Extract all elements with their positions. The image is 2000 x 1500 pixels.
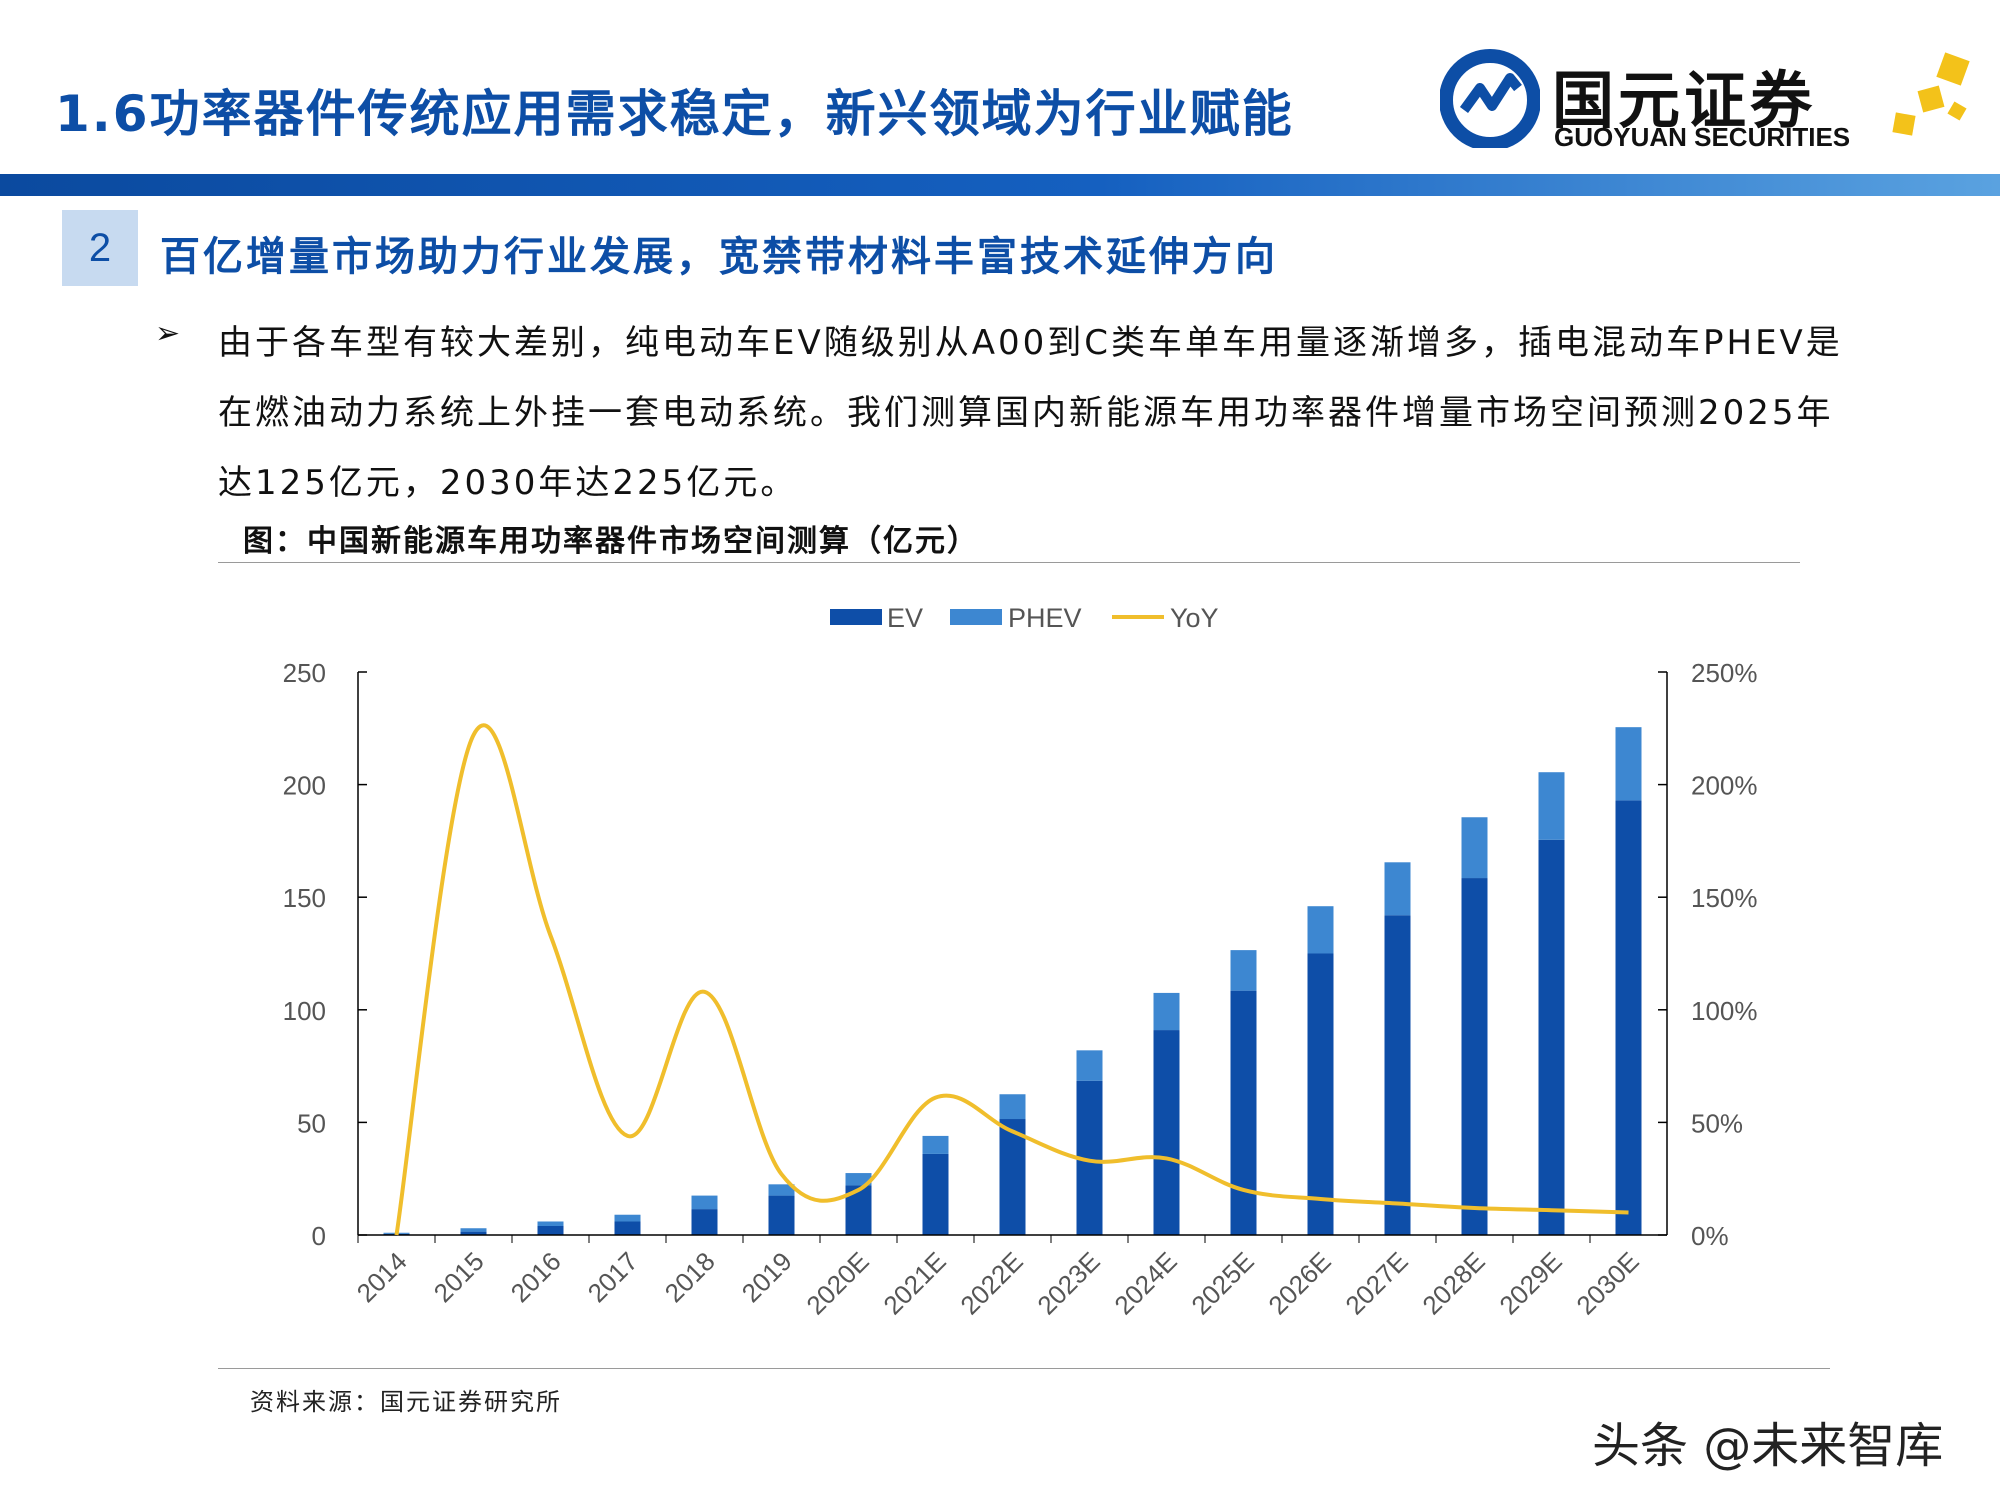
bar-ev-2030E	[1615, 800, 1642, 1235]
source-note: 资料来源：国元证券研究所	[250, 1388, 562, 1416]
y-right-tick-label: 200%	[1691, 771, 1758, 801]
bar-phev-2020E	[845, 1173, 872, 1186]
bar-ev-2019	[768, 1195, 795, 1235]
bar-ev-2021E	[922, 1153, 949, 1235]
section-title: 百亿增量市场助力行业发展，宽禁带材料丰富技术延伸方向	[160, 234, 1278, 280]
bar-ev-2026E	[1307, 953, 1334, 1235]
bar-ev-2028E	[1461, 878, 1488, 1235]
yoy-line-group	[394, 723, 1629, 1236]
watermark: 头条 @未来智库	[1592, 1418, 1944, 1474]
slide-title: 1.6功率器件传统应用需求稳定，新兴领域为行业赋能	[55, 85, 1294, 143]
bar-phev-2018	[691, 1195, 718, 1210]
x-tick-label: 2025E	[1185, 1246, 1259, 1320]
bar-phev-2023E	[1076, 1050, 1103, 1081]
y-left-tick-label: 100	[283, 996, 326, 1026]
guoyuan-logo-icon	[1440, 49, 1540, 148]
figure-caption: 图：中国新能源车用功率器件市场空间测算（亿元）	[243, 524, 979, 559]
bar-phev-2015	[460, 1228, 487, 1232]
x-tick-label: 2018	[659, 1246, 721, 1308]
bar-ev-2025E	[1230, 990, 1257, 1235]
bar-phev-2022E	[999, 1094, 1026, 1120]
y-right-tick-label: 100%	[1691, 996, 1758, 1026]
yoy-line	[394, 723, 1629, 1236]
y-left-tick-label: 150	[283, 883, 326, 913]
bar-ev-2022E	[999, 1119, 1026, 1235]
legend-swatch-ev	[830, 609, 882, 625]
y-right-tick-label: 150%	[1691, 883, 1758, 913]
source-rule	[218, 1368, 1830, 1369]
bullet-text: 由于各车型有较大差别，纯电动车EV随级别从A00到C类车单车用量逐渐增多，插电混…	[218, 323, 1843, 503]
x-tick-label: 2022E	[954, 1246, 1028, 1320]
x-tick-label: 2021E	[877, 1246, 951, 1320]
x-tick-label: 2030E	[1570, 1246, 1644, 1320]
y-left-tick-label: 200	[283, 771, 326, 801]
section-number: 2	[62, 210, 138, 286]
y-right-tick-label: 250%	[1691, 658, 1758, 688]
bar-ev-2024E	[1153, 1030, 1180, 1235]
bullet-arrow-icon: ➢	[155, 316, 181, 351]
bar-phev-2028E	[1461, 817, 1488, 879]
bar-phev-2029E	[1538, 772, 1565, 840]
x-tick-label: 2015	[428, 1246, 490, 1308]
bar-phev-2030E	[1615, 727, 1642, 801]
x-tick-label: 2023E	[1031, 1246, 1105, 1320]
bar-phev-2019	[768, 1184, 795, 1196]
y-right-tick-label: 0%	[1691, 1221, 1729, 1251]
bar-phev-2016	[537, 1221, 564, 1226]
x-tick-label: 2029E	[1493, 1246, 1567, 1320]
legend-label-ev: EV	[887, 603, 923, 633]
company-logo: 国元证券 GUOYUAN SECURITIES	[1440, 48, 1980, 158]
bar-phev-2026E	[1307, 906, 1334, 954]
logo-text-cn: 国元证券	[1552, 64, 1817, 137]
logo-square-decoration-icon	[1892, 52, 1970, 136]
bar-ev-2027E	[1384, 915, 1411, 1235]
x-tick-label: 2027E	[1339, 1246, 1413, 1320]
bar-phev-2017	[614, 1214, 641, 1222]
x-tick-label: 2019	[736, 1246, 798, 1308]
x-tick-label: 2017	[582, 1246, 644, 1308]
legend-label-yoy: YoY	[1170, 603, 1219, 633]
x-tick-label: 2014	[351, 1246, 413, 1308]
x-tick-label: 2026E	[1262, 1246, 1336, 1320]
caption-rule	[218, 562, 1800, 563]
y-left-tick-label: 0	[312, 1221, 326, 1251]
bar-ev-2015	[460, 1231, 487, 1235]
bar-phev-2025E	[1230, 950, 1257, 991]
bar-phev-2021E	[922, 1135, 949, 1154]
x-tick-label: 2024E	[1108, 1246, 1182, 1320]
bar-ev-2016	[537, 1225, 564, 1235]
bar-group	[383, 727, 1642, 1235]
bar-ev-2029E	[1538, 839, 1565, 1235]
legend-swatch-phev	[950, 609, 1002, 625]
chart-legend: EV PHEV YoY	[830, 603, 1219, 633]
x-tick-label: 2028E	[1416, 1246, 1490, 1320]
bar-phev-2024E	[1153, 992, 1180, 1031]
bar-ev-2017	[614, 1221, 641, 1235]
x-tick-label: 2020E	[800, 1246, 874, 1320]
y-left-tick-label: 250	[283, 658, 326, 688]
y-left-tick-label: 50	[297, 1108, 326, 1138]
legend-label-phev: PHEV	[1008, 603, 1082, 633]
y-right-tick-label: 50%	[1691, 1108, 1743, 1138]
header-divider-bar	[0, 174, 2000, 196]
bar-phev-2027E	[1384, 862, 1411, 916]
bar-ev-2018	[691, 1209, 718, 1235]
x-tick-label: 2016	[505, 1246, 567, 1308]
logo-text-en: GUOYUAN SECURITIES	[1554, 122, 1851, 152]
